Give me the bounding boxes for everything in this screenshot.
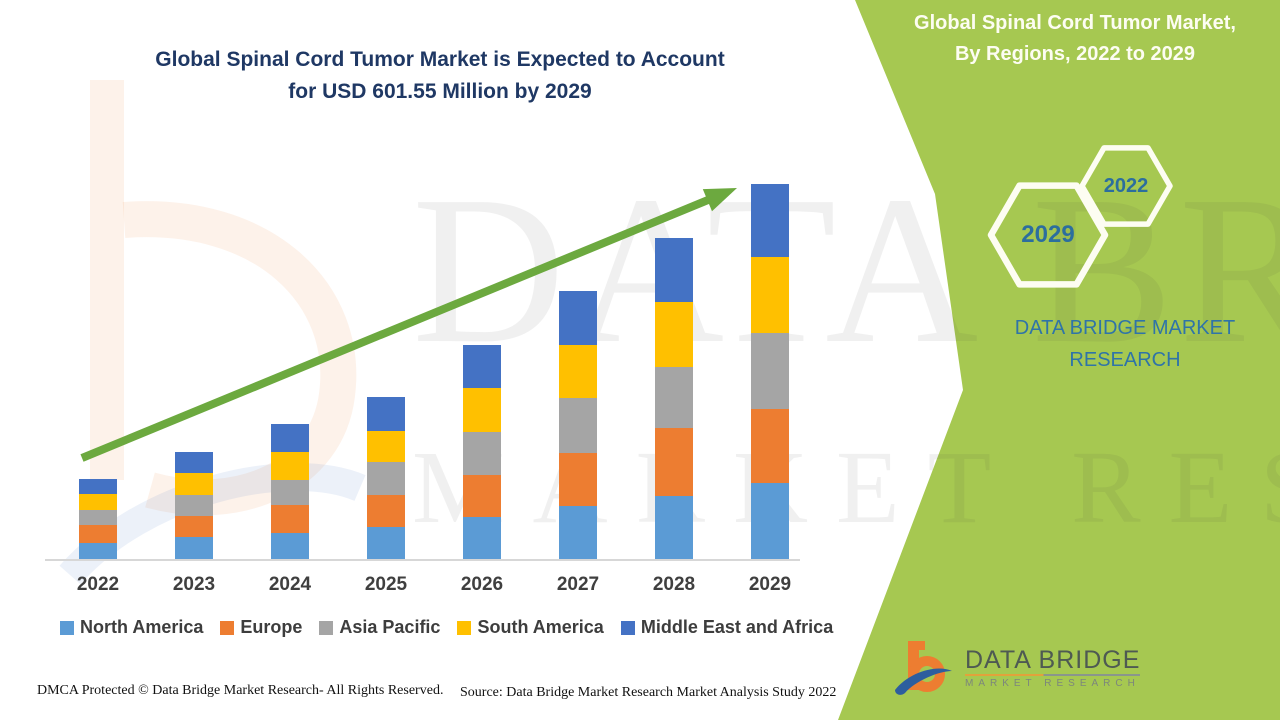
chart-title: Global Spinal Cord Tumor Market is Expec…: [40, 44, 840, 108]
panel-brand-text: DATA BRIDGE MARKET RESEARCH: [985, 312, 1265, 376]
bar-segment-2026-middle-east-and-africa: [463, 344, 501, 388]
legend-label: Middle East and Africa: [640, 617, 834, 637]
panel-title-line1: Global Spinal Cord Tumor Market,: [914, 12, 1236, 34]
legend-item-middle-east-and-africa: Middle East and Africa: [620, 617, 834, 638]
x-axis-label-2024: 2024: [268, 574, 312, 595]
legend-label: Asia Pacific: [339, 617, 441, 637]
bar-segment-2022-north-america: [79, 542, 117, 559]
bar-segment-2027-north-america: [559, 506, 597, 559]
bar-segment-2023-asia-pacific: [175, 494, 213, 516]
bar-segment-2027-asia-pacific: [559, 398, 597, 453]
bar-segment-2029-south-america: [751, 257, 789, 333]
bar-segment-2027-middle-east-and-africa: [559, 291, 597, 346]
hexagon-year-2029: 2029: [1021, 221, 1075, 248]
databridge-logo: DATA BRIDGE MARKET RESEARCH: [893, 638, 1141, 698]
legend-swatch-icon: [220, 620, 235, 635]
legend-swatch-icon: [60, 620, 74, 635]
chart-title-line1: Global Spinal Cord Tumor Market is Expec…: [155, 48, 725, 71]
panel-title-line2: By Regions, 2022 to 2029: [954, 43, 1196, 65]
x-axis-label-2028: 2028: [652, 574, 696, 595]
bar-segment-2022-middle-east-and-africa: [79, 478, 117, 494]
bar-segment-2028-south-america: [655, 301, 693, 367]
bar-segment-2025-north-america: [367, 527, 405, 559]
bar-segment-2024-asia-pacific: [271, 480, 309, 505]
bar-segment-2029-middle-east-and-africa: [751, 184, 789, 258]
legend-label: Europe: [240, 617, 303, 637]
bar-segment-2026-asia-pacific: [463, 431, 501, 475]
x-axis-label-2027: 2027: [556, 574, 600, 595]
bar-segment-2022-south-america: [79, 493, 117, 510]
panel-title: Global Spinal Cord Tumor Market, By Regi…: [885, 8, 1265, 70]
bar-segment-2025-south-america: [367, 431, 405, 463]
bar-segment-2026-south-america: [463, 387, 501, 432]
bar-segment-2022-asia-pacific: [79, 509, 117, 525]
bar-segment-2029-europe: [751, 409, 789, 483]
bar-segment-2028-europe: [655, 427, 693, 496]
bar-segment-2023-europe: [175, 515, 213, 537]
hexagon-badges: [987, 145, 1173, 288]
bar-segment-2022-europe: [79, 524, 117, 543]
databridge-logo-icon: [895, 641, 952, 695]
chart-legend: North America Europe Asia Pacific South Ame…: [60, 617, 833, 638]
logo-name: DATA BRIDGE: [965, 646, 1141, 674]
footer-source-text: Source: Data Bridge Market Research Mark…: [460, 685, 837, 700]
bar-segment-2024-middle-east-and-africa: [271, 424, 309, 453]
bar-segment-2025-asia-pacific: [367, 462, 405, 496]
legend-label: South America: [477, 617, 604, 637]
bar-segment-2028-north-america: [655, 495, 693, 559]
bar-segment-2028-asia-pacific: [655, 366, 693, 428]
legend-swatch-icon: [319, 620, 334, 635]
x-axis-label-2026: 2026: [460, 574, 504, 595]
databridge-logo-text: DATA BRIDGE MARKET RESEARCH: [965, 646, 1141, 689]
panel-brand-line1: DATA BRIDGE MARKET: [1014, 317, 1236, 339]
x-axis-label-2029: 2029: [748, 574, 792, 595]
bar-segment-2023-north-america: [175, 536, 213, 559]
footer-dmca-text: DMCA Protected © Data Bridge Market Rese…: [37, 683, 444, 698]
bar-segment-2025-europe: [367, 495, 405, 527]
logo-underline: [965, 674, 1141, 676]
bar-segment-2026-north-america: [463, 516, 501, 559]
chart-title-line2: for USD 601.55 Million by 2029: [288, 80, 592, 103]
bar-segment-2023-middle-east-and-africa: [175, 451, 213, 473]
legend-swatch-icon: [457, 620, 472, 635]
legend-item-north-america: North America: [60, 617, 203, 638]
bar-segment-2029-north-america: [751, 483, 789, 559]
legend-item-asia-pacific: Asia Pacific: [319, 617, 440, 638]
bar-segment-2025-middle-east-and-africa: [367, 397, 405, 432]
bar-segment-2027-south-america: [559, 345, 597, 399]
legend-item-europe: Europe: [220, 617, 302, 638]
legend-swatch-icon: [620, 620, 635, 635]
x-axis-label-2025: 2025: [364, 574, 408, 595]
bar-segment-2024-north-america: [271, 533, 309, 559]
x-axis-label-2023: 2023: [172, 574, 216, 595]
logo-subtitle: MARKET RESEARCH: [965, 678, 1140, 689]
legend-item-south-america: South America: [457, 617, 604, 638]
x-axis-line: [45, 559, 800, 561]
bar-segment-2027-europe: [559, 453, 597, 506]
bar-segment-2024-europe: [271, 505, 309, 533]
bar-segment-2026-europe: [463, 474, 501, 517]
bar-segment-2029-asia-pacific: [751, 333, 789, 409]
hexagon-year-2022: 2022: [1103, 175, 1149, 197]
bar-segment-2028-middle-east-and-africa: [655, 237, 693, 302]
bar-segment-2023-south-america: [175, 472, 213, 495]
x-axis-label-2022: 2022: [76, 574, 120, 595]
bar-segment-2024-south-america: [271, 452, 309, 480]
legend-label: North America: [80, 617, 204, 637]
panel-brand-line2: RESEARCH: [1069, 349, 1181, 371]
